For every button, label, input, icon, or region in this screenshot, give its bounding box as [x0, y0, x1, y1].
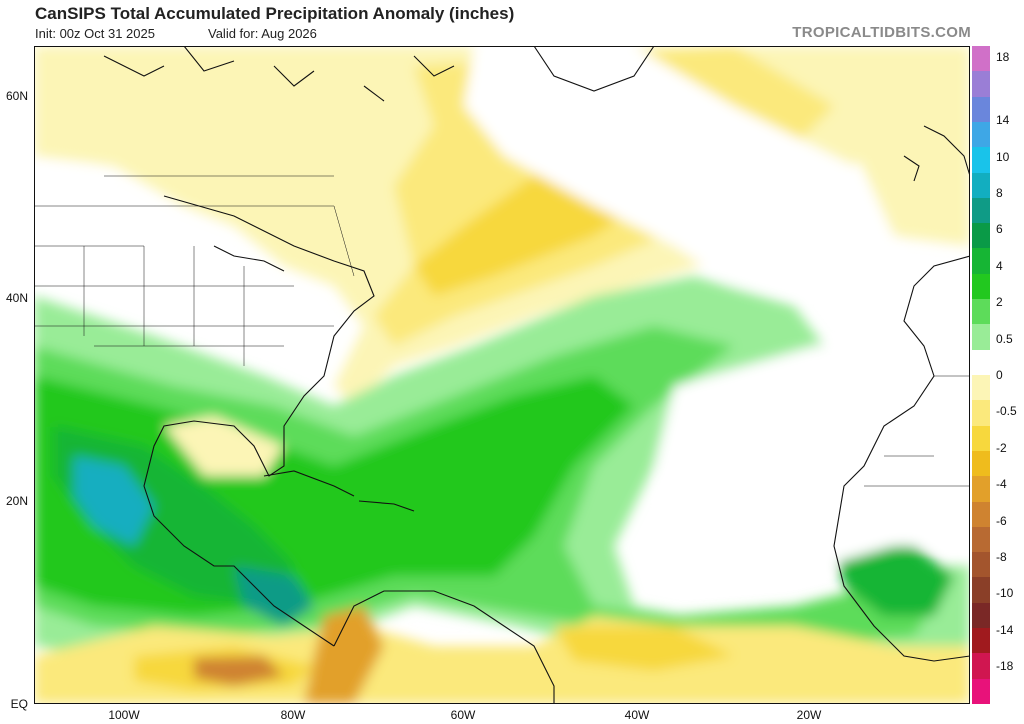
colorbar-segment [972, 375, 990, 401]
colorbar-segment [972, 577, 990, 604]
colorbar-label: -14 [996, 623, 1014, 637]
valid-time: Valid for: Aug 2026 [208, 26, 317, 41]
colorbar-segment [972, 96, 990, 123]
colorbar-label: 8 [996, 186, 1003, 200]
lon-label-60w: 60W [450, 708, 476, 722]
colorbar-label: -6 [996, 514, 1007, 528]
colorbar-segment [972, 46, 990, 72]
colorbar-segment [972, 400, 990, 427]
anomaly-map [34, 46, 970, 704]
colorbar-segment [972, 324, 990, 351]
lat-label-40n: 40N [5, 291, 28, 305]
lon-label-20w: 20W [796, 708, 822, 722]
colorbar-segment [972, 628, 990, 654]
lat-label-20n: 20N [5, 494, 28, 508]
colorbar-segment [972, 223, 990, 249]
colorbar-segment [972, 425, 990, 452]
colorbar-segment [972, 653, 990, 680]
colorbar-segment [972, 273, 990, 300]
colorbar-label: 14 [996, 113, 1010, 127]
colorbar-segment [972, 71, 990, 98]
colorbar-segment [972, 197, 990, 224]
colorbar-label: -0.5 [996, 404, 1017, 418]
colorbar-label: 2 [996, 295, 1003, 309]
lat-label-60n: 60N [5, 89, 28, 103]
colorbar-label: 4 [996, 259, 1003, 273]
colorbar-label: 0.5 [996, 332, 1013, 346]
site-brand: TROPICALTIDBITS.COM [792, 24, 971, 41]
colorbar-segment [972, 299, 990, 325]
colorbar-label: -8 [996, 550, 1007, 564]
colorbar-segment [972, 349, 990, 376]
lon-label-40w: 40W [624, 708, 650, 722]
lon-label-100w: 100W [108, 708, 140, 722]
colorbar-segment [972, 248, 990, 275]
colorbar-segment [972, 172, 990, 199]
colorbar-segment [972, 678, 990, 705]
colorbar-label: 0 [996, 368, 1003, 382]
colorbar-segment [972, 552, 990, 578]
page-title: CanSIPS Total Accumulated Precipitation … [35, 4, 515, 23]
colorbar-label: -2 [996, 441, 1007, 455]
colorbar-label: -18 [996, 659, 1014, 673]
colorbar-segment [972, 526, 990, 553]
colorbar-segment [972, 501, 990, 528]
colorbar-label: -4 [996, 477, 1007, 491]
init-time: Init: 00z Oct 31 2025 [35, 26, 155, 41]
colorbar-label: 10 [996, 150, 1010, 164]
colorbar-segment [972, 602, 990, 629]
lon-label-80w: 80W [280, 708, 306, 722]
colorbar [972, 46, 990, 705]
borders [34, 175, 970, 487]
anomaly-field [34, 46, 970, 704]
colorbar-segment [972, 476, 990, 503]
colorbar-segment [972, 147, 990, 174]
colorbar-label: 6 [996, 222, 1003, 236]
colorbar-label: -10 [996, 586, 1014, 600]
colorbar-segment [972, 450, 990, 477]
colorbar-label: 18 [996, 50, 1010, 64]
lat-label-eq: EQ [10, 697, 28, 711]
coastlines [103, 46, 970, 704]
colorbar-segment [972, 121, 990, 148]
